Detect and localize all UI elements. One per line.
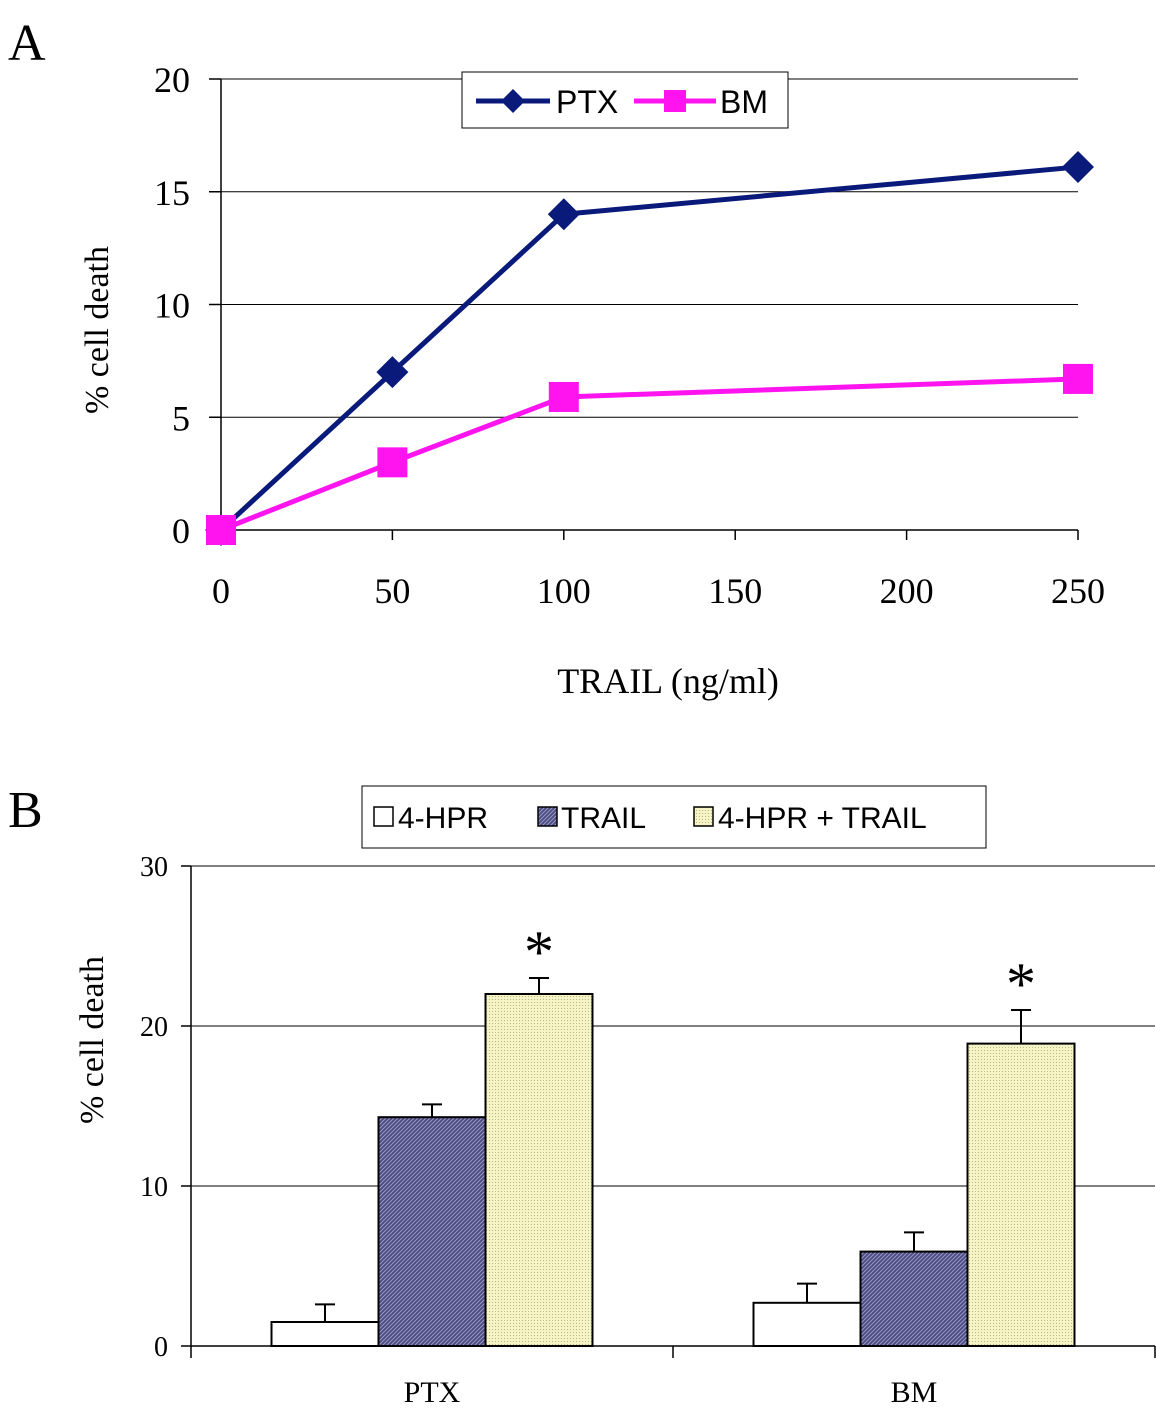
panel-b-label: B — [8, 782, 43, 839]
panel-a-y-tick-label: 20 — [154, 60, 190, 100]
legend-4hpr-swatch — [373, 806, 394, 827]
series-ptx-point — [1062, 150, 1094, 183]
series-bm-point — [377, 447, 408, 478]
panel-b-legend-box — [361, 785, 987, 849]
bar-trail — [859, 1250, 969, 1347]
panel-a-x-tick-label: 50 — [374, 571, 410, 611]
bar-4hpr — [752, 1301, 862, 1348]
series-bm-point — [548, 381, 579, 412]
series-bm-point — [1063, 363, 1093, 394]
panel-a-y-tick-label: 10 — [154, 286, 190, 326]
legend-4hpr-label: 4-HPR — [398, 802, 488, 835]
panel-a-x-axis-label: TRAIL (ng/ml) — [557, 661, 779, 701]
panel-b-category-label: BM — [891, 1376, 938, 1409]
panel-a-legend: PTX BM — [461, 71, 789, 129]
series-bm-point — [206, 515, 236, 545]
panel-b-y-tick-label: 10 — [140, 1172, 168, 1203]
series-ptx-point — [547, 198, 580, 231]
significance-asterisk: * — [524, 919, 554, 985]
bar-combo — [966, 1042, 1076, 1347]
series-bm-line — [220, 376, 1079, 533]
significance-asterisk: * — [1006, 951, 1036, 1017]
series-ptx-line — [219, 164, 1079, 532]
legend-ptx-label: PTX — [556, 84, 618, 120]
series-ptx-point — [376, 356, 409, 389]
panel-b-legend: 4-HPR TRAIL 4-HPR + TRAIL — [361, 785, 987, 849]
panel-b-y-tick-label: 0 — [154, 1332, 168, 1363]
panel-b-category-label: PTX — [404, 1376, 461, 1409]
panel-b-bar-chart: B 0 10 20 30 * * PTX BM % cell death 4-HPR TR… — [8, 782, 1156, 1409]
panel-a-x-tick-label: 100 — [537, 571, 591, 611]
legend-bm-square-marker — [664, 90, 686, 112]
legend-trail-label: TRAIL — [561, 802, 646, 835]
panel-a-x-tick-label: 0 — [212, 571, 230, 611]
panel-a-y-axis-label: % cell death — [79, 246, 116, 414]
panel-b-y-tick-label: 30 — [140, 852, 168, 883]
legend-combo-label: 4-HPR + TRAIL — [718, 802, 927, 835]
legend-ptx-diamond-marker — [501, 89, 525, 113]
panel-b-y-axis-label: % cell death — [74, 956, 111, 1124]
bar-trail — [377, 1116, 487, 1347]
panel-a-label: A — [8, 15, 46, 72]
panel-a-x-tick-label: 200 — [880, 571, 934, 611]
bar-combo — [484, 993, 594, 1347]
bar-4hpr — [270, 1321, 380, 1347]
legend-trail-swatch — [537, 806, 558, 827]
legend-combo-swatch — [693, 806, 714, 827]
legend-bm-label: BM — [720, 84, 768, 120]
panel-a-y-tick-label: 15 — [154, 173, 190, 213]
panel-a-y-tick-label: 5 — [172, 398, 190, 438]
panel-a-y-tick-label: 0 — [172, 511, 190, 551]
panel-a-x-tick-label: 250 — [1051, 571, 1105, 611]
panel-a-x-tick-label: 150 — [708, 571, 762, 611]
panel-b-y-tick-label: 20 — [140, 1012, 168, 1043]
